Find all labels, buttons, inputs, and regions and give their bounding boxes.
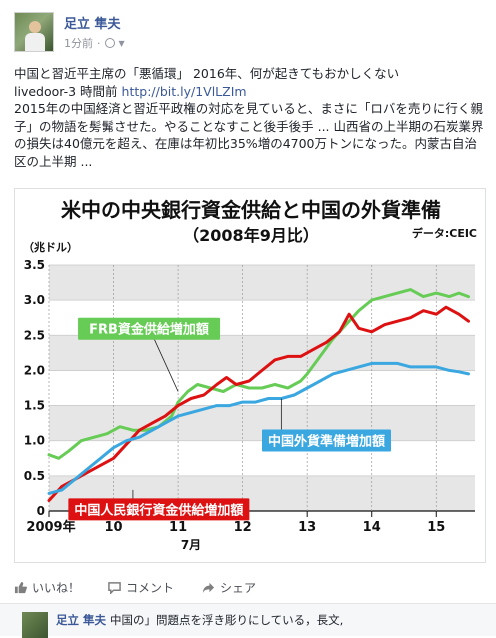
chevron-down-icon[interactable]: ▼	[118, 38, 125, 48]
y-tick-label: 1.0	[24, 434, 45, 448]
x-tick-label: 15	[427, 520, 445, 535]
legend-label: FRB資金供給増加額	[89, 322, 209, 338]
x-tick-label: 2009年	[26, 519, 75, 535]
legend-label: 中国外貨準備増加額	[268, 433, 385, 449]
comment-body: 中国の」問題点を浮き彫りにしている，長文,	[110, 613, 344, 627]
legend-box	[78, 317, 221, 340]
like-label: いいね！	[32, 580, 81, 595]
meta-separator: ·	[97, 36, 101, 50]
legend-box	[262, 429, 391, 452]
share-arrow-icon	[202, 582, 215, 593]
y-tick-label: 1.5	[24, 399, 45, 413]
grid-band	[49, 335, 475, 371]
divider	[0, 603, 496, 604]
x-extra-label: 7月	[181, 538, 201, 552]
comment-item: 足立 隼夫 中国の」問題点を浮き彫りにしている，長文,	[0, 604, 496, 638]
avatar-body	[25, 33, 45, 51]
post-actions: いいね！ コメント シェア	[14, 576, 284, 598]
y-tick-label: 2.0	[24, 363, 45, 377]
post-body: 2015年の中国経済と習近平政権の対応を見ていると、まさに「ロバを売りに行く親子…	[14, 101, 484, 169]
x-tick-label: 11	[169, 520, 187, 535]
chart-subtitle: （2008年9月比）	[183, 226, 319, 245]
grid-band	[49, 265, 475, 301]
y-tick-label: 2.5	[24, 328, 45, 342]
comment-button[interactable]: コメント	[108, 579, 174, 596]
y-tick-label: 3.5	[24, 258, 45, 272]
chart-source: データ:CEIC	[412, 226, 477, 240]
y-tick-label: 3.0	[24, 293, 45, 307]
share-label: シェア	[220, 580, 257, 595]
thumbs-up-icon	[14, 581, 27, 593]
legend-box	[68, 498, 250, 521]
series-line-2	[47, 361, 470, 495]
x-tick-label: 12	[234, 520, 252, 535]
x-tick-label: 10	[104, 520, 122, 535]
avatar-face	[29, 21, 41, 33]
speech-bubble-icon	[108, 581, 121, 594]
series-line-1	[47, 305, 470, 502]
post-text: 中国と習近平主席の「悪循環」 2016年、何が起きてもおかしくない livedo…	[14, 65, 486, 170]
y-tick-label: 0.5	[24, 469, 45, 483]
post-link[interactable]: http://bit.ly/1VlLZIm	[121, 83, 247, 99]
chart-svg: 米中の中央銀行資金供給と中国の外貨準備 （2008年9月比） （兆ドル） データ:CE…	[23, 198, 477, 552]
post-source: livedoor-3 時間前	[14, 83, 118, 99]
chart-image[interactable]: 米中の中央銀行資金供給と中国の外貨準備 （2008年9月比） （兆ドル） データ:CE…	[14, 188, 486, 563]
y-tick-label: 0	[37, 504, 45, 518]
chart-title: 米中の中央銀行資金供給と中国の外貨準備	[61, 198, 441, 222]
x-tick-label: 13	[298, 520, 316, 535]
y-axis-unit: （兆ドル）	[23, 240, 78, 254]
post-meta: 1分前 · ▼	[64, 35, 125, 51]
like-button[interactable]: いいね！	[14, 579, 80, 596]
post-source-line: livedoor-3 時間前 http://bit.ly/1VlLZIm	[14, 83, 486, 101]
globe-icon[interactable]	[104, 38, 115, 48]
comment-text: 足立 隼夫 中国の」問題点を浮き彫りにしている，長文,	[56, 612, 343, 628]
comment-label: コメント	[126, 580, 175, 595]
comment-author[interactable]: 足立 隼夫	[56, 613, 107, 627]
comment-avatar[interactable]	[22, 612, 48, 638]
author-avatar[interactable]	[14, 12, 54, 52]
series-line-0	[47, 288, 470, 460]
author-name[interactable]: 足立 隼夫	[64, 17, 121, 32]
share-button[interactable]: シェア	[202, 579, 256, 596]
legend-label: 中国人民銀行資金供給増加額	[74, 502, 243, 518]
post-time[interactable]: 1分前	[64, 37, 93, 50]
x-tick-label: 14	[363, 520, 381, 535]
post-headline: 中国と習近平主席の「悪循環」 2016年、何が起きてもおかしくない	[14, 66, 400, 81]
